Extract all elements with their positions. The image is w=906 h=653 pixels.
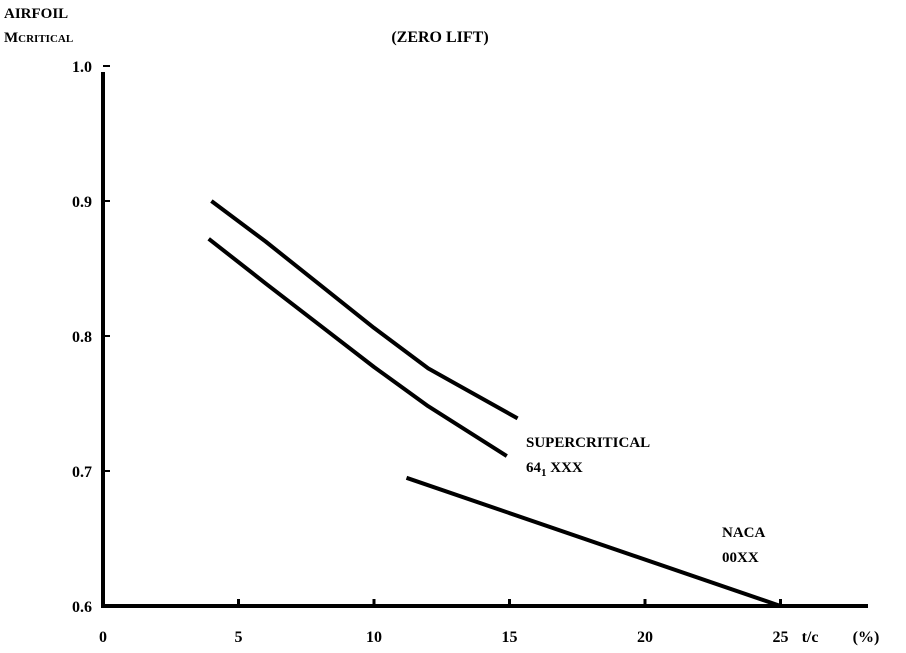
- x-tick-label: 10: [366, 629, 382, 646]
- series-label-naca-00xx-line1: NACA: [722, 525, 765, 541]
- y-tick-label: 0.6: [72, 599, 92, 616]
- y-ticks-group: 0.6 0.7 0.8 0.9 1.0: [72, 59, 110, 616]
- x-axis-label: t/c: [802, 629, 819, 646]
- x-ticks-group: 0 5 10 15 20 25: [99, 599, 789, 646]
- x-tick-label: 0: [99, 629, 107, 646]
- series-label-naca-64-sub: 1: [541, 467, 547, 479]
- y-axis-label-sub: CRITICAL: [18, 33, 73, 45]
- series-label-naca-64: 641 XXX: [526, 460, 583, 479]
- x-axis-unit: (%): [853, 629, 880, 646]
- chart-title: (ZERO LIFT): [391, 29, 488, 46]
- y-tick-label: 0.7: [72, 464, 92, 481]
- y-axis-label-main: M: [4, 30, 18, 46]
- series-line-supercritical: [210, 199, 519, 421]
- series-label-naca-64-main: 64: [526, 460, 542, 476]
- y-tick-label: 0.9: [72, 194, 92, 211]
- x-tick-label: 20: [637, 629, 653, 646]
- x-tick-label: 15: [502, 629, 518, 646]
- x-tick-label: 25: [773, 629, 789, 646]
- series-label-naca-64-rest: XXX: [547, 460, 583, 476]
- series-group: [207, 199, 782, 608]
- series-label-naca-00xx-line2: 00XX: [722, 550, 759, 566]
- y-axis-label-line2: MCRITICAL: [4, 30, 73, 46]
- series-line-naca-64: [207, 237, 508, 458]
- y-tick-label: 0.8: [72, 329, 92, 346]
- y-axis-label-line1: AIRFOIL: [4, 6, 68, 22]
- series-label-supercritical: SUPERCRITICAL: [526, 435, 650, 451]
- y-tick-label: 1.0: [72, 59, 92, 76]
- series-line-naca-00xx: [405, 475, 782, 608]
- x-tick-label: 5: [235, 629, 243, 646]
